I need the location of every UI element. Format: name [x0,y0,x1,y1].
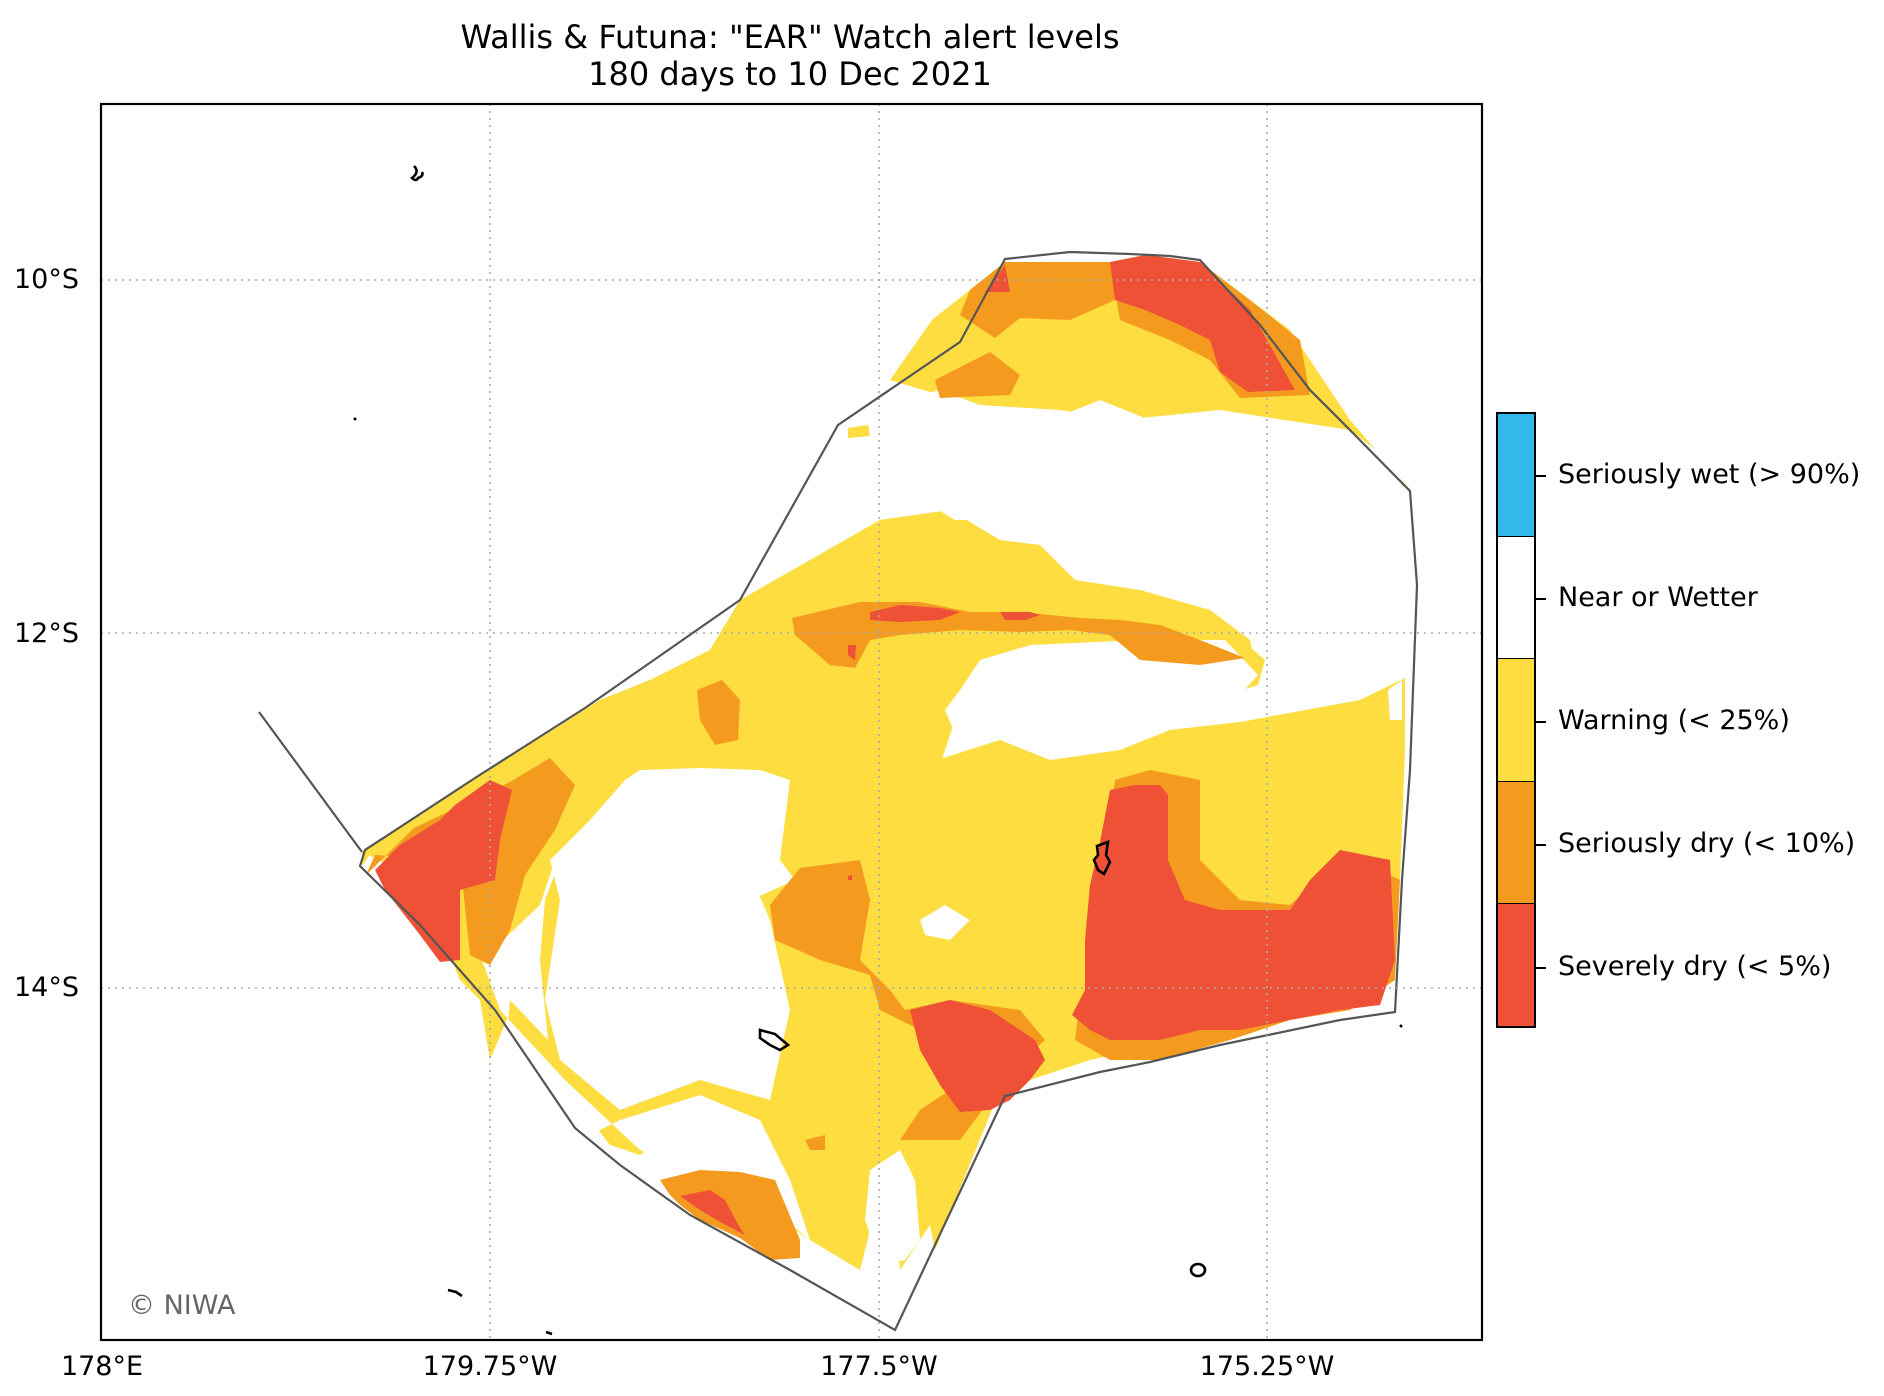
legend-swatch-seriously-dry [1498,781,1534,905]
lon-label-179-75w: 179.75°W [422,1351,558,1382]
near-or-wetter-holes [482,390,1402,1290]
coastlines [353,165,1403,1336]
legend-label-seriously-dry: Seriously dry (< 10%) [1558,828,1856,859]
legend-tick [1536,967,1546,969]
lat-label-14s: 14°S [14,972,79,1003]
legend-label-seriously-wet: Seriously wet (> 90%) [1558,459,1861,490]
lon-label-177-5w: 177.5°W [820,1351,938,1382]
map-title: Wallis & Futuna: "EAR" Watch alert level… [460,18,1120,56]
legend-label-warning: Warning (< 25%) [1558,705,1790,736]
gridlines [101,104,1482,1340]
legend-label-severely-dry: Severely dry (< 5%) [1558,951,1832,982]
lat-label-10s: 10°S [14,264,79,295]
copyright-credit: © NIWA [128,1290,236,1321]
legend-tick [1536,721,1546,723]
legend-tick [1536,598,1546,600]
lon-label-178e: 178°E [60,1351,144,1382]
eez-boundary [358,250,1419,1332]
legend-swatch-warning [1498,659,1534,782]
legend-label-near-or-wetter: Near or Wetter [1558,582,1758,613]
lon-label-175-25w: 175.25°W [1199,1351,1335,1382]
map-subtitle: 180 days to 10 Dec 2021 [588,55,992,93]
legend-colorbar [1496,412,1536,1028]
severely-dry-zones [375,255,1395,1235]
legend-swatch-near-or-wetter [1498,536,1534,660]
map-frame [99,102,1484,1342]
legend-tick [1536,844,1546,846]
legend-swatch-severely-dry [1498,904,1534,1026]
lat-label-12s: 12°S [14,618,79,649]
legend-tick [1536,475,1546,477]
legend-swatch-seriously-wet [1498,414,1534,537]
eez-boundary-tail [258,711,363,853]
